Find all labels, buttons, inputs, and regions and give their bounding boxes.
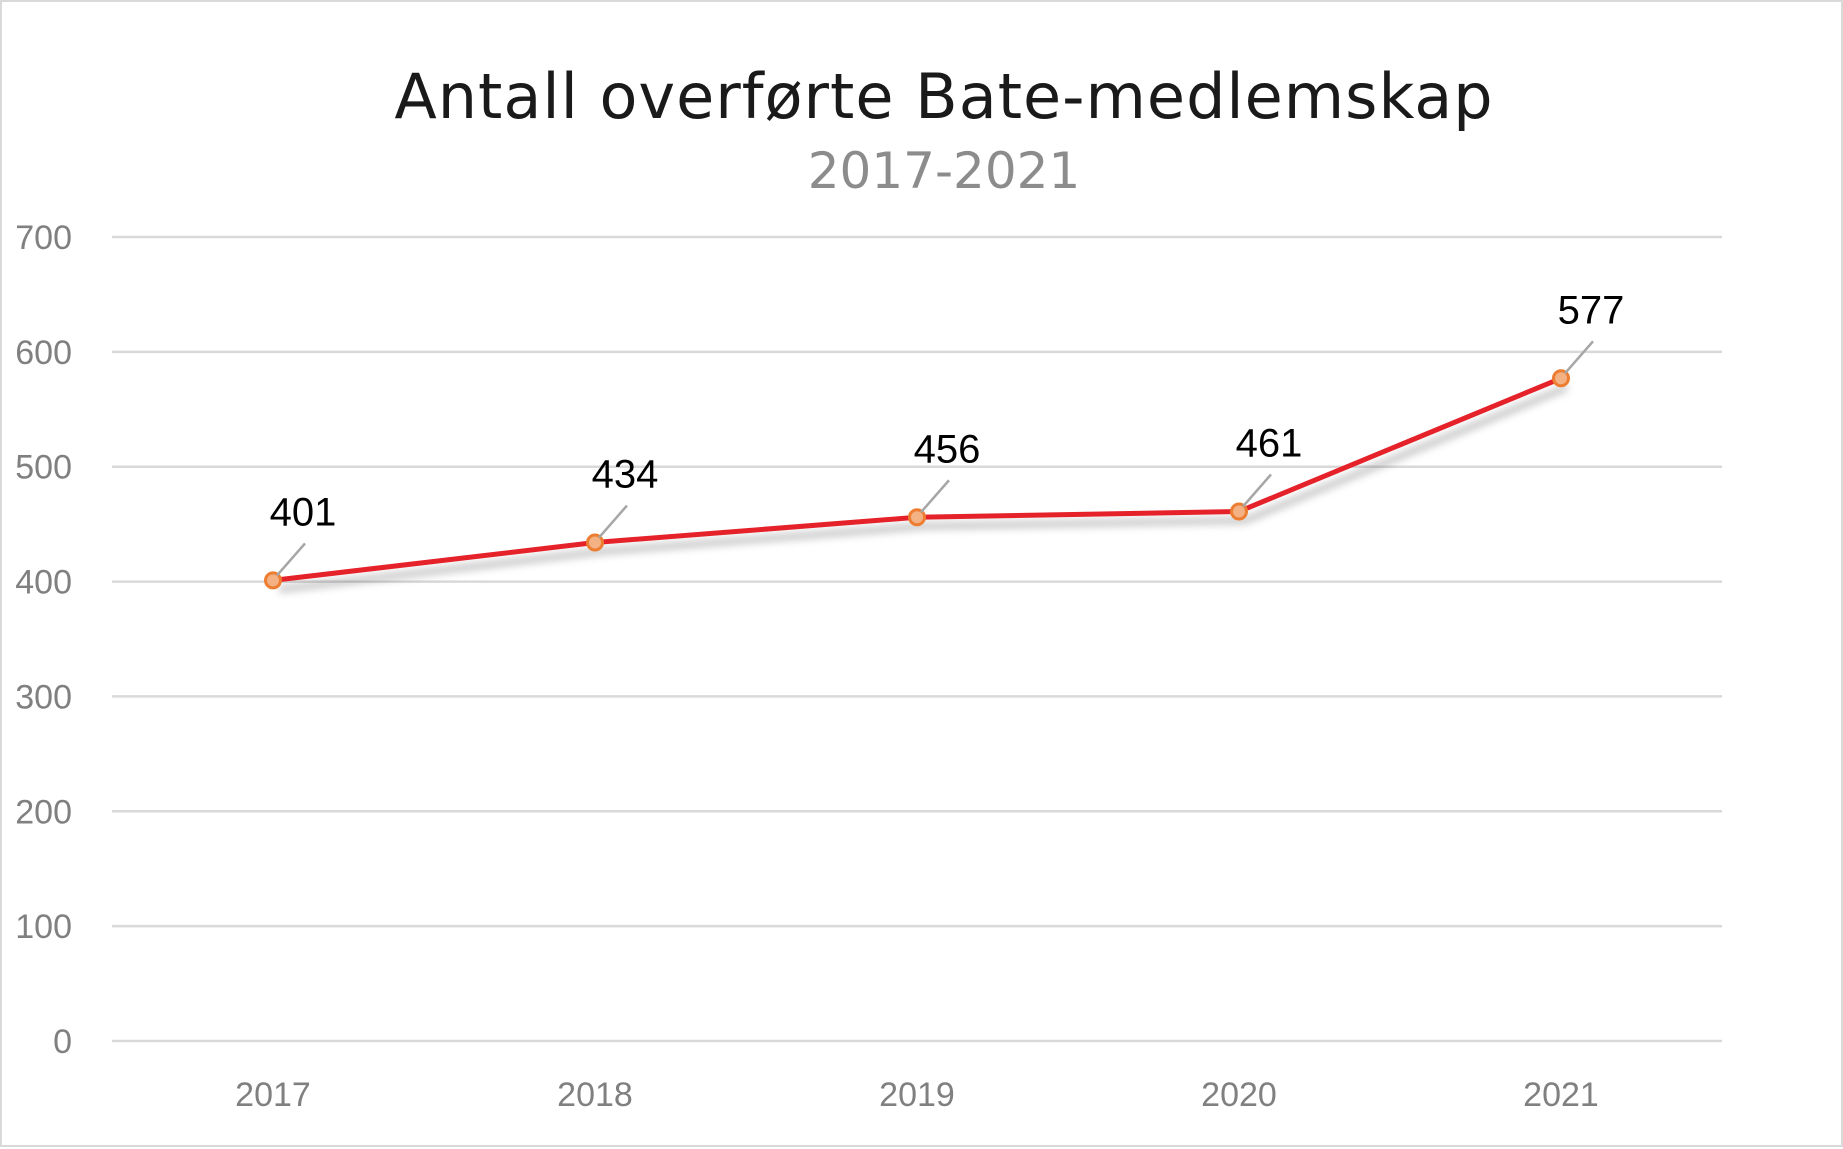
data-point-marker: [264, 571, 282, 590]
chart-subtitle: 2017-2021: [808, 142, 1081, 200]
y-tick-label: 200: [15, 793, 72, 831]
data-label: 456: [914, 427, 981, 471]
x-tick-label: 2018: [557, 1076, 633, 1114]
x-tick-label: 2021: [1523, 1076, 1599, 1114]
data-labels: 401 434 456 461 577: [270, 288, 1625, 577]
series-line: [270, 375, 1564, 583]
y-tick-label: 300: [15, 678, 72, 716]
data-label: 434: [592, 453, 659, 497]
data-point-marker: [1552, 369, 1570, 388]
y-tick-label: 600: [15, 334, 72, 372]
y-tick-label: 400: [15, 564, 72, 602]
data-label: 577: [1558, 288, 1625, 332]
x-tick-label: 2019: [879, 1076, 955, 1114]
data-label: 401: [270, 490, 337, 534]
data-label-leader-line: [276, 542, 306, 577]
data-point-marker: [1230, 502, 1248, 521]
chart-title: Antall overførte Bate-medlemskap: [394, 60, 1493, 133]
data-point-marker: [908, 508, 926, 527]
data-label-leader-line: [1242, 473, 1272, 508]
data-label-leader-line: [1564, 340, 1594, 375]
data-label-leader-line: [920, 479, 950, 514]
x-axis: 2017 2018 2019 2020 2021: [235, 1076, 1599, 1114]
y-axis: 0 100 200 300 400 500 600 700: [15, 219, 72, 1061]
y-tick-label: 0: [53, 1023, 72, 1061]
y-tick-label: 700: [15, 219, 72, 257]
x-tick-label: 2017: [235, 1076, 311, 1114]
x-tick-label: 2020: [1201, 1076, 1277, 1114]
gridlines: [112, 235, 1722, 1043]
data-label: 461: [1236, 422, 1303, 466]
y-tick-label: 100: [15, 908, 72, 946]
y-tick-label: 500: [15, 449, 72, 487]
series-line-shadow: [278, 384, 1569, 593]
data-point-marker: [586, 533, 604, 552]
series-layer: [264, 369, 1570, 593]
data-label-leader-line: [598, 504, 628, 539]
